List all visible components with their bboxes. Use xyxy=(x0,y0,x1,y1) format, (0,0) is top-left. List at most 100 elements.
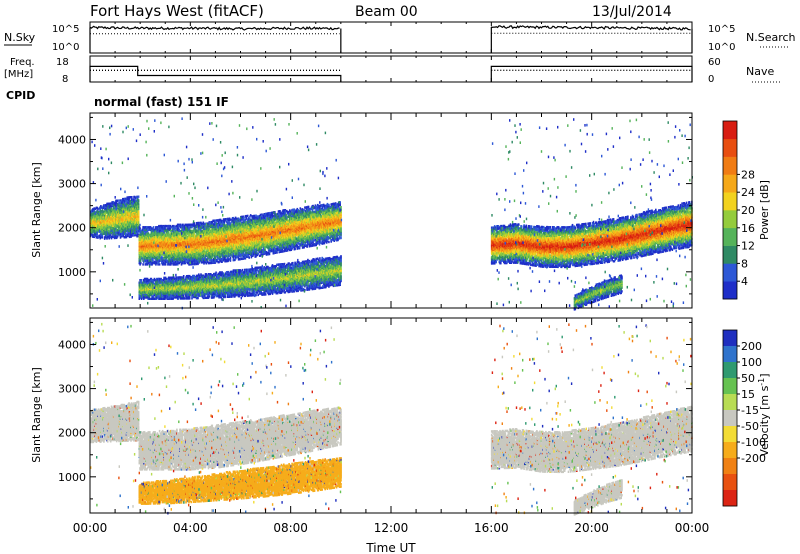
power-data-cell xyxy=(158,260,160,264)
power-data-cell xyxy=(125,203,127,207)
noise-sky-line-0 xyxy=(89,25,340,31)
power-data-cell xyxy=(134,205,136,208)
power-data-cell xyxy=(94,217,96,220)
power-data-cell xyxy=(243,216,245,219)
power-data-cell xyxy=(130,229,132,232)
power-data-cell xyxy=(97,212,100,215)
power-data-cell xyxy=(137,199,140,202)
power-data-cell xyxy=(97,229,99,232)
power-data-cell xyxy=(101,233,104,237)
power-data-cell xyxy=(113,236,116,240)
noise-right-label: N.Search xyxy=(746,31,796,44)
power-data-cell xyxy=(92,222,95,225)
power-data-cell xyxy=(102,210,104,213)
power-data-cell xyxy=(106,237,108,240)
power-data-cell xyxy=(154,260,156,264)
freq-line-0 xyxy=(89,65,342,82)
power-data-cell xyxy=(94,207,96,210)
power-data-cell xyxy=(122,233,125,237)
power-data-cell xyxy=(95,217,98,221)
power-data-cell xyxy=(134,196,137,200)
power-data-cell xyxy=(91,218,93,221)
power-data-cell xyxy=(103,214,105,217)
power-data-cell xyxy=(135,227,138,231)
power-data-cell xyxy=(96,216,98,219)
power-data-cell xyxy=(101,209,104,212)
power-data-cell xyxy=(103,230,105,233)
power-data-cell xyxy=(99,208,101,211)
power-data-cell xyxy=(97,226,99,229)
power-data-cell xyxy=(94,234,96,237)
power-data-cell xyxy=(96,210,98,213)
power-data-cell xyxy=(92,209,95,212)
power-data-cell xyxy=(137,202,140,206)
power-data-cell xyxy=(174,227,177,230)
freq-left-unit: [MHz] xyxy=(4,69,33,80)
power-data-cell xyxy=(91,224,93,227)
power-data-cell xyxy=(113,228,116,231)
power-data-cell xyxy=(97,235,99,238)
power-data-cell xyxy=(98,220,101,224)
power-data-cell xyxy=(100,223,102,226)
power-data-cell xyxy=(116,199,119,202)
figure-title: Fort Hays West (fitACF) xyxy=(90,2,264,20)
freq-panel: Freq. [MHz] 18 8 60 0 Nave xyxy=(4,55,782,85)
power-data-cell xyxy=(201,261,203,264)
power-data-cell xyxy=(100,231,102,234)
power-data-cell xyxy=(146,257,149,260)
power-data-cell xyxy=(115,204,117,207)
power-data-cell xyxy=(158,226,160,229)
power-data-cell xyxy=(171,224,174,228)
power-data-cell xyxy=(91,232,93,236)
power-data-cell xyxy=(155,261,158,265)
power-data-cell xyxy=(121,233,123,237)
power-data-cell xyxy=(97,211,99,215)
power-data-cell xyxy=(238,222,241,225)
power-data-cell xyxy=(151,227,153,230)
power-data-cell xyxy=(103,204,105,207)
power-data-cell xyxy=(229,222,232,225)
cpid-label: CPID xyxy=(6,89,35,102)
power-data-cell xyxy=(137,212,140,216)
power-data-cell xyxy=(102,206,104,210)
power-data-cell xyxy=(110,202,113,205)
power-data-cell xyxy=(118,234,120,237)
cpid-text: normal (fast) 151 IF xyxy=(94,95,229,109)
freq-right-label: Nave xyxy=(746,65,774,78)
power-data-cell xyxy=(98,213,101,216)
power-data-cell xyxy=(100,216,102,219)
power-data-cell xyxy=(116,235,119,238)
power-data-cell xyxy=(103,226,105,229)
power-data-cell xyxy=(237,217,240,220)
power-data-cell xyxy=(146,259,149,262)
power-data-cell xyxy=(152,261,154,265)
power-data-cell xyxy=(158,232,161,235)
power-data-cell xyxy=(100,218,102,221)
power-data-cell xyxy=(92,230,95,233)
power-data-cell xyxy=(248,256,250,259)
power-data-cell xyxy=(148,258,150,261)
power-data-cell xyxy=(229,256,232,260)
power-data-cell xyxy=(167,227,169,230)
power-data-cell xyxy=(149,258,152,261)
power-data-cell xyxy=(103,237,106,240)
power-data-cell xyxy=(101,227,104,230)
power-data-cell xyxy=(140,236,142,239)
power-data-cell xyxy=(101,212,104,216)
power-data-cell xyxy=(112,235,114,238)
power-data-cell xyxy=(245,214,247,218)
power-data-cell xyxy=(99,235,101,239)
power-data-cell xyxy=(108,232,110,235)
power-data-cell xyxy=(140,261,142,265)
power-data-cell xyxy=(149,263,151,266)
power-data-cell xyxy=(96,232,98,236)
power-data-cell xyxy=(109,204,112,208)
power-data-cell xyxy=(105,208,107,212)
power-data-cell xyxy=(225,218,227,221)
power-data-cell xyxy=(97,210,100,214)
power-data-cell xyxy=(91,216,93,220)
power-data-cell xyxy=(98,225,101,229)
power-data-cell xyxy=(143,229,145,233)
power-data-cell xyxy=(133,230,135,233)
power-data-cell xyxy=(143,234,146,238)
